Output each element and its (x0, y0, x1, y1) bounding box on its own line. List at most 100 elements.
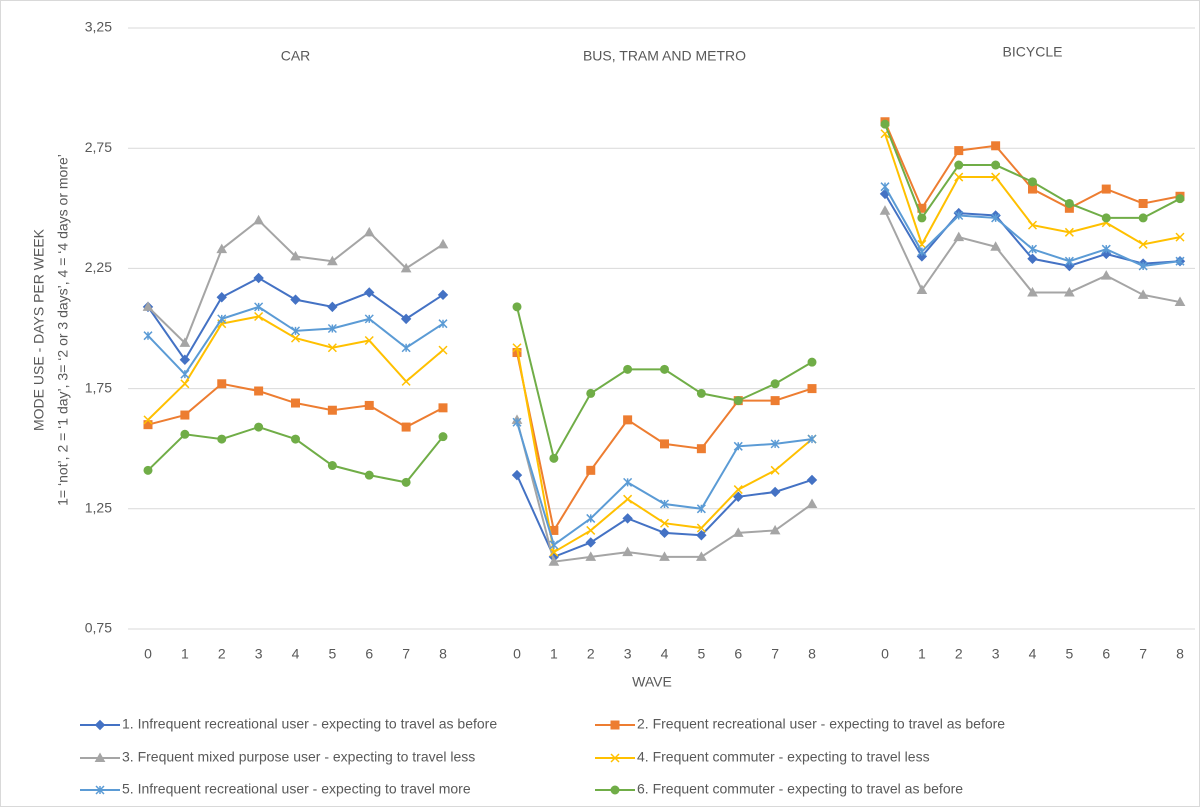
data-point (1064, 227, 1074, 237)
x-tick-label: 7 (771, 646, 779, 662)
data-point (733, 491, 744, 502)
y-tick-label: 0,75 (85, 620, 112, 636)
marker-shape (807, 434, 817, 444)
marker-shape (733, 491, 744, 502)
data-point (1100, 270, 1112, 280)
data-point (180, 379, 190, 389)
data-point (770, 465, 780, 475)
marker-shape (586, 388, 596, 398)
x-tick-label: 0 (144, 646, 152, 662)
marker-shape (585, 537, 596, 548)
marker-shape (1027, 244, 1038, 254)
data-point (438, 345, 448, 355)
data-point (549, 453, 559, 463)
data-point (585, 537, 596, 548)
data-point (511, 469, 523, 481)
marker-shape (1064, 198, 1074, 208)
data-point (586, 388, 596, 398)
data-point (216, 243, 228, 254)
y-axis-title: 1= ‘not’, 2 = ‘1 day’, 3= ‘2 or 3 days’,… (55, 154, 71, 506)
data-point (659, 551, 670, 561)
x-tick-label: 6 (365, 646, 373, 662)
legend-marker (94, 719, 106, 731)
marker-shape (610, 720, 620, 730)
marker-shape (290, 250, 301, 261)
data-point (1027, 220, 1038, 230)
marker-shape (143, 465, 153, 475)
x-tick-label: 8 (1176, 646, 1184, 662)
data-point (143, 415, 153, 425)
data-point (290, 333, 301, 343)
data-point (1175, 232, 1185, 242)
data-point (1064, 198, 1074, 208)
data-point (216, 292, 227, 303)
data-point (623, 477, 633, 487)
x-tick-label: 5 (328, 646, 336, 662)
data-point (1138, 261, 1148, 271)
marker-shape (622, 513, 633, 524)
data-point (549, 547, 559, 557)
marker-shape (217, 314, 227, 324)
x-tick-label: 1 (550, 646, 558, 662)
data-point (770, 396, 780, 406)
data-point (953, 231, 965, 242)
data-point (143, 331, 153, 341)
marker-shape (1100, 270, 1112, 280)
x-tick-label: 1 (181, 646, 189, 662)
marker-shape (586, 465, 596, 475)
y-tick-label: 3,25 (85, 19, 112, 35)
data-point (623, 494, 633, 504)
data-point (512, 302, 522, 312)
x-tick-label: 8 (808, 646, 816, 662)
marker-shape (954, 172, 964, 182)
data-point (400, 313, 412, 325)
y-tick-label: 1,25 (85, 500, 112, 516)
data-point (291, 434, 300, 444)
marker-shape (254, 302, 264, 312)
marker-shape (291, 398, 300, 408)
marker-shape (733, 485, 743, 495)
marker-shape (179, 337, 191, 347)
data-point (254, 302, 264, 312)
marker-shape (437, 238, 449, 249)
marker-shape (438, 432, 448, 442)
x-tick-label: 1 (918, 646, 926, 662)
marker-shape (549, 540, 559, 550)
marker-shape (1138, 198, 1148, 208)
data-point (1138, 213, 1148, 223)
data-point (1138, 198, 1148, 208)
data-point (400, 262, 412, 273)
x-tick-label: 4 (661, 646, 669, 662)
data-point (217, 379, 227, 389)
data-point (1137, 289, 1149, 299)
data-point (143, 465, 153, 475)
marker-shape (142, 301, 154, 311)
marker-shape (585, 551, 597, 561)
y-tick-label: 2,25 (85, 259, 112, 275)
marker-shape (696, 388, 706, 398)
marker-shape (1027, 286, 1038, 297)
data-point (512, 343, 522, 353)
marker-shape (879, 205, 891, 215)
x-tick-label: 7 (402, 646, 410, 662)
data-point (696, 523, 706, 533)
marker-shape (623, 364, 633, 374)
marker-shape (733, 441, 743, 451)
data-point (733, 396, 743, 406)
data-point (696, 444, 706, 454)
legend-item: 1. Infrequent recreational user - expect… (80, 716, 497, 732)
x-tick-label: 5 (697, 646, 705, 662)
marker-shape (327, 461, 337, 471)
data-point (733, 441, 743, 451)
marker-shape (659, 551, 670, 561)
marker-shape (1027, 253, 1038, 264)
marker-shape (917, 247, 927, 257)
data-point (732, 527, 744, 537)
data-point (916, 284, 928, 295)
marker-shape (401, 422, 411, 432)
marker-shape (179, 354, 191, 365)
x-tick-label: 0 (881, 646, 889, 662)
data-point (290, 250, 301, 261)
marker-shape (770, 465, 780, 475)
